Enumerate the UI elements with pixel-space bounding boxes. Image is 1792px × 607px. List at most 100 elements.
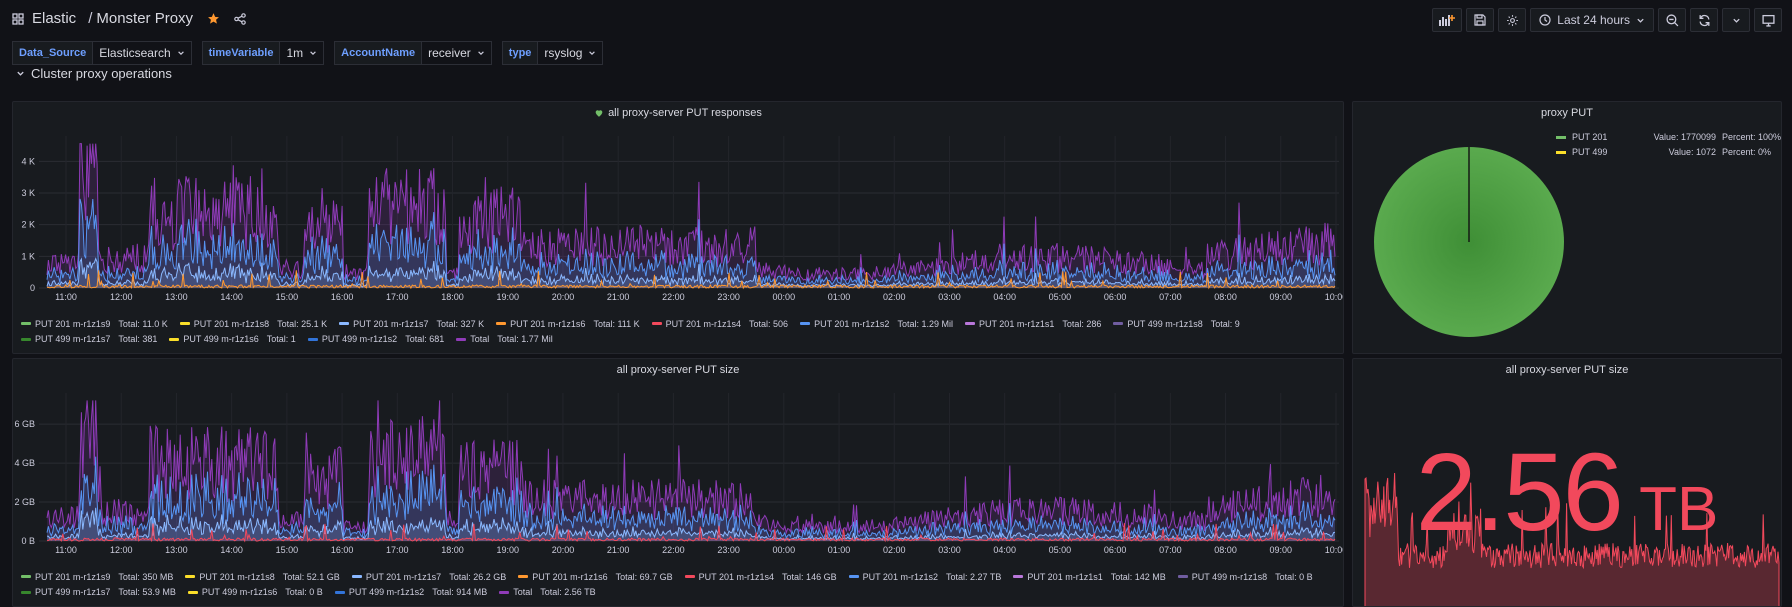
timeseries-chart[interactable]: 0 1 K 2 K 3 K 4 K 11:00 12:00 13:00 14:00 15:00 16…	[13, 116, 1344, 318]
legend-percent: Percent: 100%	[1722, 132, 1782, 142]
legend-item[interactable]: PUT 201 m-r1z1s1 Total: 142 MB	[1013, 570, 1166, 584]
legend-item[interactable]: Total Total: 2.56 TB	[499, 585, 596, 599]
legend-swatch	[848, 575, 859, 578]
variable-value: Elasticsearch	[99, 46, 171, 60]
legend-label: PUT 201 m-r1z1s9	[35, 318, 111, 329]
legend-total: Total: 286	[1062, 318, 1102, 329]
y-tick-label: 0 B	[21, 536, 35, 546]
y-tick-label: 1 K	[21, 251, 35, 261]
chevron-down-icon	[477, 49, 485, 57]
panel-title[interactable]: all proxy-server PUT size	[13, 364, 1343, 376]
x-tick-label: 22:00	[662, 292, 685, 302]
panel-title[interactable]: all proxy-server PUT size	[1353, 364, 1781, 376]
x-tick-label: 04:00	[993, 545, 1016, 555]
x-tick-label: 00:00	[773, 292, 796, 302]
legend-item[interactable]: PUT 499 m-r1z1s7 Total: 381	[21, 332, 157, 346]
legend-item[interactable]: Total Total: 1.77 Mil	[456, 332, 553, 346]
chevron-down-icon	[16, 69, 25, 78]
x-tick-label: 13:00	[165, 545, 188, 555]
pie-chart[interactable]	[1369, 142, 1569, 342]
series-s6-line[interactable]	[46, 523, 1336, 543]
panel-proxy-put[interactable]: proxy PUT PUT 201 Value: 1770099 Percent: …	[1352, 101, 1782, 354]
legend-item[interactable]: PUT 201 m-r1z1s8 Total: 25.1 K	[179, 317, 328, 331]
legend-item[interactable]: PUT 201 m-r1z1s6 Total: 111 K	[496, 317, 640, 331]
y-tick-label: 3 K	[21, 188, 35, 198]
legend-item[interactable]: PUT 499 m-r1z1s2 Total: 681	[307, 332, 444, 346]
settings-button[interactable]	[1498, 8, 1527, 32]
share-icon[interactable]	[234, 12, 246, 25]
panel-put-responses[interactable]: all proxy-server PUT responses 0 1 K 2 K 3 …	[12, 101, 1344, 354]
zoom-out-button[interactable]	[1658, 8, 1686, 32]
x-tick-label: 00:00	[773, 545, 796, 555]
variable-select[interactable]: Elasticsearch	[93, 41, 192, 65]
legend-item[interactable]: PUT 201 m-r1z1s2 Total: 1.29 Mil	[800, 317, 953, 331]
panel-title[interactable]: proxy PUT	[1353, 107, 1781, 119]
legend-item[interactable]: PUT 201 m-r1z1s4 Total: 506	[651, 317, 788, 331]
legend-item[interactable]: PUT 499 m-r1z1s8 Total: 0 B	[1177, 570, 1313, 584]
variable-select[interactable]: receiver	[422, 41, 492, 65]
legend-item[interactable]: PUT 201 m-r1z1s4 Total: 146 GB	[684, 570, 837, 584]
legend-item[interactable]: PUT 201 m-r1z1s9 Total: 11.0 K	[21, 317, 168, 331]
time-range-picker[interactable]: Last 24 hours	[1530, 8, 1654, 32]
x-tick-label: 06:00	[1104, 292, 1127, 302]
pie-legend-item[interactable]: PUT 201 Value: 1770099 Percent: 100%	[1556, 130, 1781, 145]
legend-item[interactable]: PUT 499 m-r1z1s7 Total: 53.9 MB	[21, 585, 176, 599]
legend-item[interactable]: PUT 201 m-r1z1s8 Total: 52.1 GB	[185, 570, 340, 584]
x-tick-label: 22:00	[662, 545, 685, 555]
x-tick-label: 05:00	[1049, 292, 1072, 302]
legend-item[interactable]: PUT 499 m-r1z1s2 Total: 914 MB	[334, 585, 487, 599]
legend-label: PUT 499 m-r1z1s7	[35, 334, 111, 344]
refresh-interval-dropdown[interactable]	[1722, 8, 1750, 32]
legend-label: PUT 201 m-r1z1s4	[698, 571, 775, 582]
y-tick-label: 2 GB	[14, 497, 35, 507]
series-total-line[interactable]	[46, 143, 1336, 283]
refresh-button[interactable]	[1690, 8, 1718, 32]
series-s7-line[interactable]	[46, 257, 1336, 289]
legend-total: Total: 11.0 K	[118, 318, 168, 329]
series-total-line[interactable]	[46, 400, 1336, 535]
legend-item[interactable]: PUT 201 m-r1z1s7 Total: 327 K	[339, 317, 484, 331]
row-header[interactable]: Cluster proxy operations	[16, 66, 172, 81]
legend-item[interactable]: PUT 201 m-r1z1s2 Total: 2.27 TB	[848, 570, 1002, 584]
legend-item[interactable]: PUT 201 m-r1z1s6 Total: 69.7 GB	[518, 570, 673, 584]
save-dashboard-button[interactable]	[1466, 8, 1495, 32]
panel-title[interactable]: all proxy-server PUT responses	[13, 107, 1343, 119]
row-title: Cluster proxy operations	[31, 66, 172, 81]
page-title[interactable]: Monster Proxy	[96, 10, 194, 27]
legend-label: PUT 499 m-r1z1s2	[321, 334, 398, 344]
legend-total: Total: 2.27 TB	[945, 571, 1002, 582]
series-s2-line[interactable]	[46, 198, 1336, 287]
series-s6-line[interactable]	[46, 270, 1336, 290]
legend-total: Total: 9	[1210, 318, 1240, 329]
folder-link[interactable]: Elastic	[32, 10, 77, 27]
dashboards-grid-icon[interactable]	[12, 12, 24, 25]
x-tick-label: 01:00	[828, 292, 851, 302]
tv-mode-button[interactable]	[1754, 8, 1782, 32]
legend-item[interactable]: PUT 499 m-r1z1s6 Total: 1	[169, 332, 296, 346]
legend-item[interactable]: PUT 499 m-r1z1s8 Total: 9	[1113, 317, 1240, 331]
pie-legend-item[interactable]: PUT 499 Value: 1072 Percent: 0%	[1556, 145, 1781, 160]
series-s7-line[interactable]	[46, 507, 1336, 541]
monitor-icon	[1761, 14, 1775, 27]
legend-swatch	[1556, 136, 1566, 139]
timeseries-chart[interactable]: 0 B 2 GB 4 GB 6 GB 11:00 12:00 13:00 14:00 15:00…	[13, 373, 1344, 571]
legend-label: PUT 499 m-r1z1s2	[348, 587, 425, 597]
legend-total: Total: 25.1 K	[277, 318, 328, 329]
x-tick-label: 07:00	[1159, 545, 1182, 555]
legend-item[interactable]: PUT 201 m-r1z1s7 Total: 26.2 GB	[351, 570, 506, 584]
legend-total: Total: 111 K	[593, 318, 640, 329]
legend-item[interactable]: PUT 201 m-r1z1s9 Total: 350 MB	[21, 570, 173, 584]
star-icon[interactable]	[207, 12, 220, 25]
panel-put-size-stat[interactable]: all proxy-server PUT size 2.56 TB	[1352, 358, 1782, 607]
legend-label: PUT 499	[1572, 147, 1608, 157]
variable-select[interactable]: 1m	[280, 41, 325, 65]
variable-select[interactable]: rsyslog	[538, 41, 604, 65]
legend-item[interactable]: PUT 499 m-r1z1s6 Total: 0 B	[187, 585, 323, 599]
series-s2-line[interactable]	[46, 456, 1336, 540]
legend-label: PUT 201 m-r1z1s4	[665, 318, 742, 329]
x-tick-label: 08:00	[1214, 292, 1237, 302]
panel-put-size[interactable]: all proxy-server PUT size 0 B 2 GB 4 GB 6 G…	[12, 358, 1344, 607]
add-panel-button[interactable]	[1432, 8, 1463, 32]
legend-total: Total: 327 K	[436, 318, 485, 329]
legend-item[interactable]: PUT 201 m-r1z1s1 Total: 286	[964, 317, 1102, 331]
